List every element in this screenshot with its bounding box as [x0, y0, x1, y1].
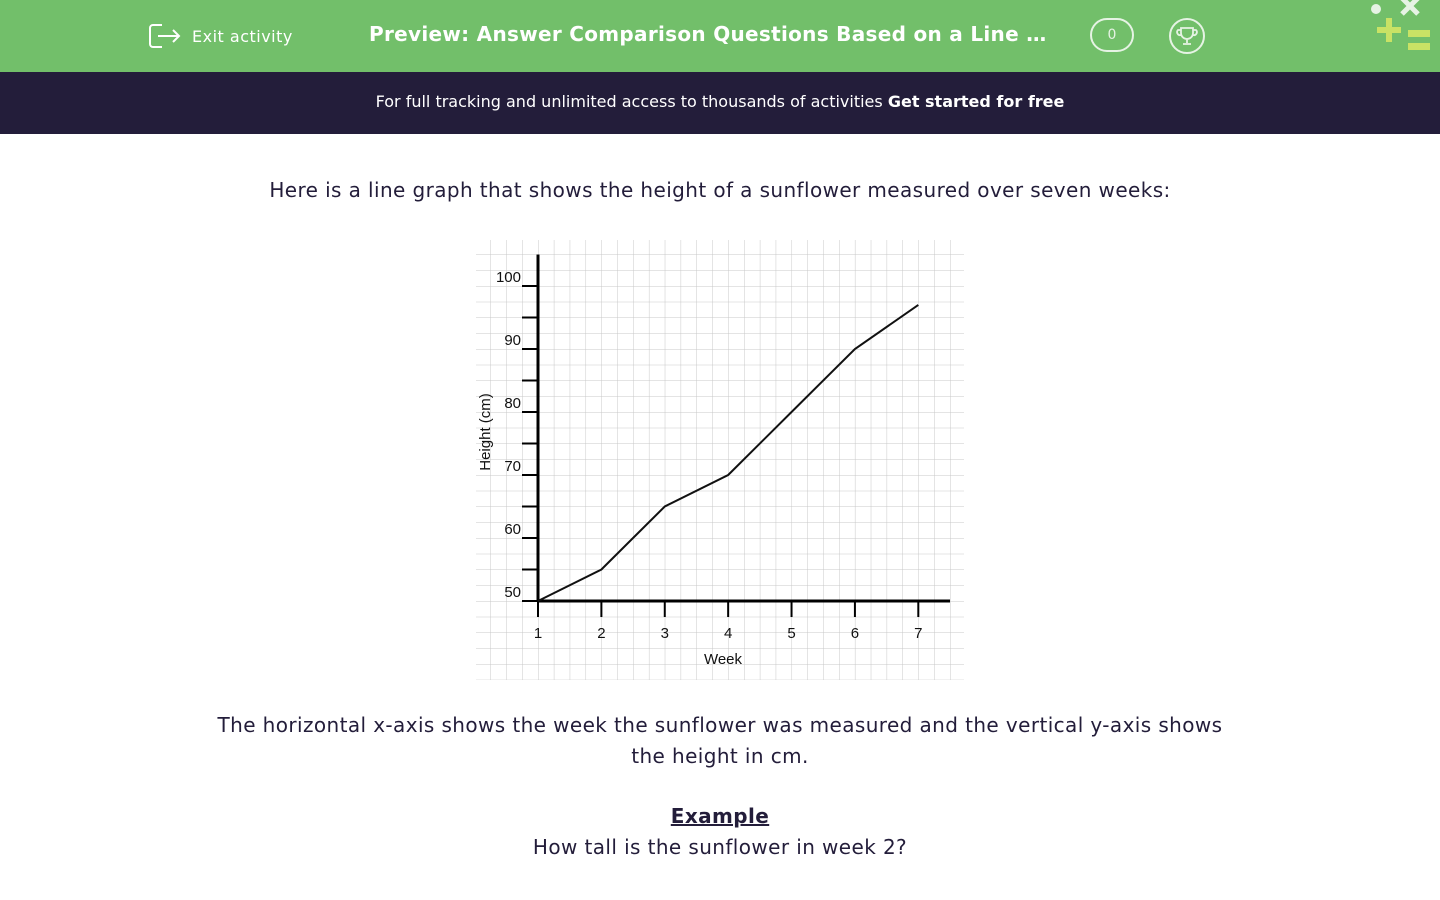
description: The horizontal x-axis shows the week the… [217, 713, 1223, 768]
banner-link[interactable]: Get started for free [887, 92, 1065, 111]
x-tick-label: 4 [724, 625, 732, 642]
y-tick-label: 100 [496, 269, 521, 286]
example-heading: Example [670, 804, 770, 828]
exit-icon [149, 24, 181, 48]
y-tick-label: 90 [504, 332, 521, 349]
x-tick-label: 6 [851, 625, 859, 642]
y-tick-label: 80 [504, 395, 521, 412]
question: How tall is the sunflower in week 2? [532, 835, 908, 859]
line-chart: 50 60 70 80 90 100 1 2 3 4 5 6 7 Week Height (cm) [476, 240, 964, 680]
x-tick-label: 3 [661, 625, 669, 642]
top-bar: Exit activity Preview: Answer Comparison… [0, 0, 1440, 72]
y-axis-label: Height (cm) [477, 393, 494, 471]
y-tick-label: 50 [504, 584, 521, 601]
intro-text: Here is a line graph that shows the heig… [269, 178, 1171, 202]
exit-button[interactable]: Exit activity [148, 20, 293, 52]
x-tick-label: 2 [597, 625, 605, 642]
data-line [537, 304, 919, 602]
promo-banner: For full tracking and unlimited access t… [0, 72, 1440, 134]
x-tick-label: 7 [914, 625, 922, 642]
trophy-icon [1176, 27, 1198, 45]
graph-paper [476, 240, 964, 680]
y-tick-label: 60 [504, 521, 521, 538]
x-tick-label: 5 [787, 625, 795, 642]
x-tick-label: 1 [534, 625, 542, 642]
trophy-button[interactable] [1169, 18, 1205, 54]
exit-label: Exit activity [192, 26, 293, 46]
activity-title: Preview: Answer Comparison Questions Bas… [369, 22, 1047, 46]
x-axis-label: Week [704, 651, 743, 668]
logo [1371, 0, 1430, 50]
banner-text: For full tracking and unlimited access t… [375, 92, 883, 111]
score-counter: 0 [1090, 18, 1134, 52]
y-tick-label: 70 [504, 458, 521, 475]
